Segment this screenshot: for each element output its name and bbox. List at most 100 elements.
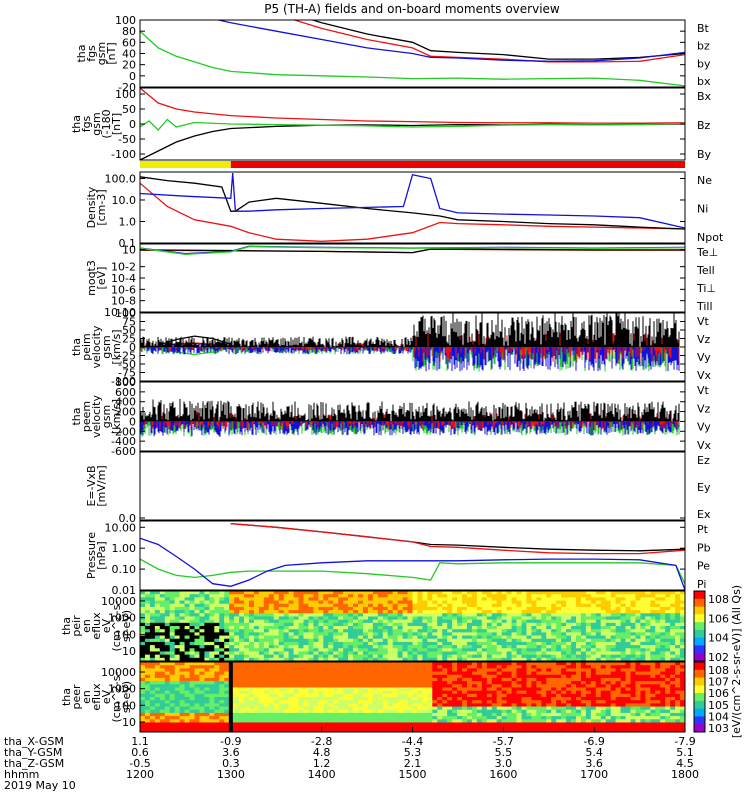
heatmap-cell <box>283 674 290 679</box>
heatmap-cell <box>164 674 171 679</box>
heatmap-cell <box>273 651 280 656</box>
heatmap-cell <box>224 645 230 649</box>
heatmap-cell <box>288 674 295 679</box>
heatmap-cell <box>278 597 285 602</box>
heatmap-cell <box>348 693 354 698</box>
heatmap-cell <box>179 681 186 685</box>
heatmap-cell <box>174 610 181 614</box>
heatmap-cell <box>566 690 572 695</box>
heatmap-cell <box>437 651 443 656</box>
heatmap-cell <box>219 648 225 653</box>
heatmap-cell <box>655 626 661 630</box>
heatmap-cell <box>462 651 468 656</box>
heatmap-cell <box>392 671 399 676</box>
y-tick-label: 50 <box>122 324 136 337</box>
heatmap-cell <box>323 687 329 692</box>
heatmap-cell <box>506 613 513 618</box>
heatmap-cell <box>244 697 250 701</box>
heatmap-cell <box>422 671 428 676</box>
heatmap-cell <box>189 709 196 714</box>
heatmap-cell <box>214 665 220 669</box>
heatmap-cell <box>506 677 513 682</box>
heatmap-cell <box>169 600 176 605</box>
heatmap-cell <box>377 600 384 605</box>
heatmap-cell <box>630 719 637 724</box>
heatmap-cell <box>422 638 428 643</box>
heatmap-cell <box>169 684 176 689</box>
heatmap-cell <box>427 600 433 605</box>
heatmap-cell <box>452 674 458 679</box>
heatmap-cell <box>496 626 503 630</box>
heatmap-cell <box>526 594 533 598</box>
heatmap-cell <box>214 610 220 614</box>
heatmap-cell <box>546 645 552 649</box>
heatmap-cell <box>323 616 329 621</box>
heatmap-cell <box>377 591 384 595</box>
heatmap-cell <box>635 700 642 704</box>
heatmap-cell <box>600 697 607 701</box>
heatmap-cell <box>620 591 627 595</box>
heatmap-cell <box>471 684 478 689</box>
heatmap-cell <box>268 594 275 598</box>
heatmap-cell <box>551 665 557 669</box>
heatmap-cell <box>635 594 642 598</box>
heatmap-cell <box>457 697 463 701</box>
heatmap-cell <box>258 684 265 689</box>
heatmap-cell <box>630 697 637 701</box>
heatmap-cell <box>328 690 334 695</box>
heatmap-cell <box>447 684 453 689</box>
heatmap-cell <box>367 619 374 624</box>
heatmap-cell <box>600 645 607 649</box>
heatmap-cell <box>209 603 215 608</box>
heatmap-cell <box>516 603 523 608</box>
heatmap-cell <box>154 657 161 661</box>
heatmap-cell <box>244 706 250 711</box>
heatmap-cell <box>387 684 394 689</box>
heatmap-cell <box>427 654 433 659</box>
heatmap-cell <box>675 629 681 633</box>
heatmap-cell <box>665 591 671 595</box>
heatmap-cell <box>348 619 354 624</box>
heatmap-cell <box>308 638 315 643</box>
heatmap-cell <box>571 690 577 695</box>
heatmap-cell <box>640 600 646 605</box>
heatmap-cell <box>263 638 270 643</box>
heatmap-cell <box>427 591 433 595</box>
heatmap-cell <box>551 700 557 704</box>
heatmap-cell <box>199 632 206 637</box>
heatmap-cell <box>154 725 161 730</box>
heatmap-cell <box>263 674 270 679</box>
heatmap-cell <box>343 681 349 685</box>
heatmap-cell <box>556 674 562 679</box>
heatmap-cell <box>234 677 240 682</box>
heatmap-cell <box>615 722 622 727</box>
heatmap-cell <box>387 697 394 701</box>
heatmap-cell <box>556 597 562 602</box>
heatmap-cell <box>595 635 602 640</box>
heatmap-cell <box>209 600 215 605</box>
heatmap-cell <box>402 700 409 704</box>
heatmap-cell <box>412 700 419 704</box>
heatmap-cell <box>348 716 354 720</box>
heatmap-cell <box>501 648 508 653</box>
heatmap-cell <box>556 616 562 621</box>
heatmap-cell <box>154 693 161 698</box>
heatmap-cell <box>323 619 329 624</box>
heatmap-cell <box>343 626 349 630</box>
heatmap-cell <box>318 613 324 618</box>
heatmap-cell <box>576 728 582 732</box>
heatmap-cell <box>645 629 651 633</box>
heatmap-cell <box>219 600 225 605</box>
heatmap-cell <box>585 619 592 624</box>
heatmap-cell <box>194 668 201 673</box>
heatmap-cell <box>462 677 468 682</box>
heatmap-cell <box>323 674 329 679</box>
heatmap-cell <box>169 681 176 685</box>
heatmap-cell <box>224 619 230 624</box>
heatmap-cell <box>268 716 275 720</box>
heatmap-cell <box>392 665 399 669</box>
heatmap-cell <box>209 651 215 656</box>
heatmap-cell <box>620 665 627 669</box>
